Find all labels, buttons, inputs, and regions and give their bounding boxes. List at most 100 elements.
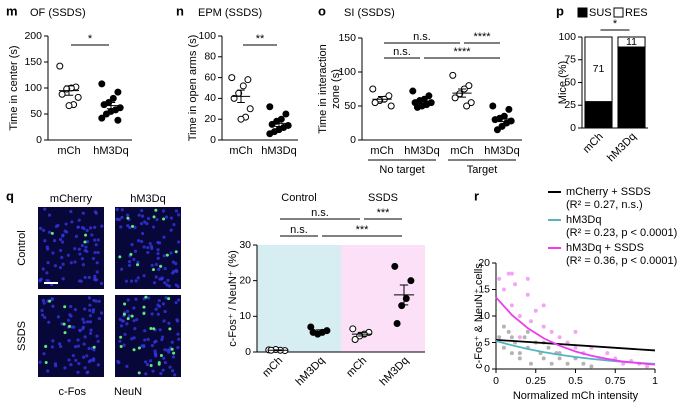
- data-point: [517, 351, 522, 356]
- nucleus: [125, 322, 129, 326]
- data-point: [517, 335, 522, 340]
- nucleus: [61, 262, 65, 266]
- nucleus: [69, 261, 73, 265]
- nucleus: [58, 342, 62, 346]
- nucleus: [50, 297, 54, 301]
- nucleus: [70, 220, 74, 224]
- nucleus: [100, 224, 104, 228]
- data-point: [497, 276, 502, 281]
- group-background: [341, 245, 425, 352]
- nucleus: [69, 363, 73, 367]
- data-point: [513, 282, 518, 287]
- nucleus: [163, 281, 167, 285]
- nucleus: [122, 343, 126, 347]
- nucleus: [47, 320, 51, 324]
- nucleus: [118, 317, 122, 321]
- nucleus: [60, 255, 64, 260]
- legend-label: SUS: [589, 7, 612, 19]
- nucleus: [81, 317, 85, 321]
- nucleus: [94, 243, 98, 247]
- nucleus: [172, 222, 176, 227]
- y-tick-label: 0: [210, 134, 216, 146]
- cfos-cell: [152, 215, 156, 219]
- significance-label: n.s.: [393, 46, 411, 58]
- data-point: [501, 287, 506, 292]
- data-point: [102, 110, 110, 118]
- data-point: [546, 345, 551, 350]
- nucleus: [171, 271, 175, 275]
- y-tick-label: 0: [36, 134, 42, 146]
- data-point: [65, 102, 73, 110]
- nucleus: [163, 266, 167, 271]
- data-point: [268, 120, 276, 128]
- nucleus: [91, 308, 96, 312]
- nucleus: [39, 226, 43, 230]
- significance-label: ****: [453, 46, 471, 58]
- nucleus: [132, 257, 136, 262]
- bar-segment: [584, 101, 613, 129]
- nucleus: [80, 257, 85, 261]
- data-point: [498, 122, 506, 130]
- x-tick-label: mCh: [370, 145, 393, 157]
- nucleus: [143, 338, 147, 342]
- data-point: [505, 105, 513, 113]
- data-point: [573, 345, 578, 350]
- nucleus: [162, 356, 166, 360]
- data-point: [387, 102, 395, 110]
- nucleus: [150, 312, 154, 316]
- nucleus: [132, 319, 136, 323]
- x-tick-label: hM3Dq: [605, 131, 639, 165]
- nucleus: [166, 278, 170, 283]
- panel-letter: p: [556, 3, 564, 18]
- nucleus: [168, 365, 172, 369]
- nucleus: [169, 216, 173, 220]
- nucleus: [151, 369, 155, 373]
- nucleus: [137, 213, 141, 217]
- nucleus: [78, 328, 82, 332]
- significance-label: **: [256, 33, 265, 45]
- nucleus: [81, 225, 85, 230]
- nucleus: [150, 343, 155, 348]
- nucleus: [42, 301, 46, 305]
- data-point: [309, 328, 317, 336]
- y-tick-label: 20: [204, 113, 216, 125]
- sem-bar: [418, 98, 426, 104]
- bar-segment: [584, 36, 613, 103]
- bar-segment: [617, 46, 646, 129]
- data-point: [549, 329, 554, 334]
- cfos-cell: [83, 240, 87, 244]
- nucleus: [83, 307, 87, 311]
- cfos-cell: [154, 208, 158, 212]
- panel-letter: q: [6, 188, 14, 203]
- cfos-cell: [68, 324, 72, 328]
- image-column-label: hM3Dq: [130, 193, 165, 205]
- nucleus: [177, 240, 181, 244]
- y-tick-label: 10: [239, 310, 251, 322]
- cfos-cell: [118, 255, 122, 259]
- cfos-cell: [131, 224, 135, 228]
- nucleus: [154, 262, 158, 267]
- nucleus: [144, 360, 148, 364]
- cfos-cell: [152, 327, 156, 331]
- nucleus: [151, 225, 156, 229]
- y-tick-label: 20: [239, 274, 251, 286]
- nucleus: [157, 267, 161, 271]
- data-point: [369, 85, 377, 93]
- data-point: [237, 115, 245, 123]
- data-point: [525, 329, 530, 334]
- nucleus: [80, 243, 85, 248]
- stain-label: NeuN: [114, 386, 142, 398]
- data-point: [528, 361, 533, 366]
- x-tick-label: hM3Dq: [484, 145, 519, 157]
- nucleus: [119, 324, 124, 328]
- nucleus: [78, 252, 82, 256]
- y-axis-label: Time in interaction: [317, 44, 329, 133]
- nucleus: [170, 340, 174, 344]
- nucleus: [162, 319, 166, 323]
- data-point: [491, 116, 499, 124]
- data-point: [506, 329, 511, 334]
- nucleus: [43, 239, 47, 243]
- nucleus: [88, 314, 92, 318]
- nucleus: [150, 263, 154, 267]
- fit-line: [495, 296, 656, 366]
